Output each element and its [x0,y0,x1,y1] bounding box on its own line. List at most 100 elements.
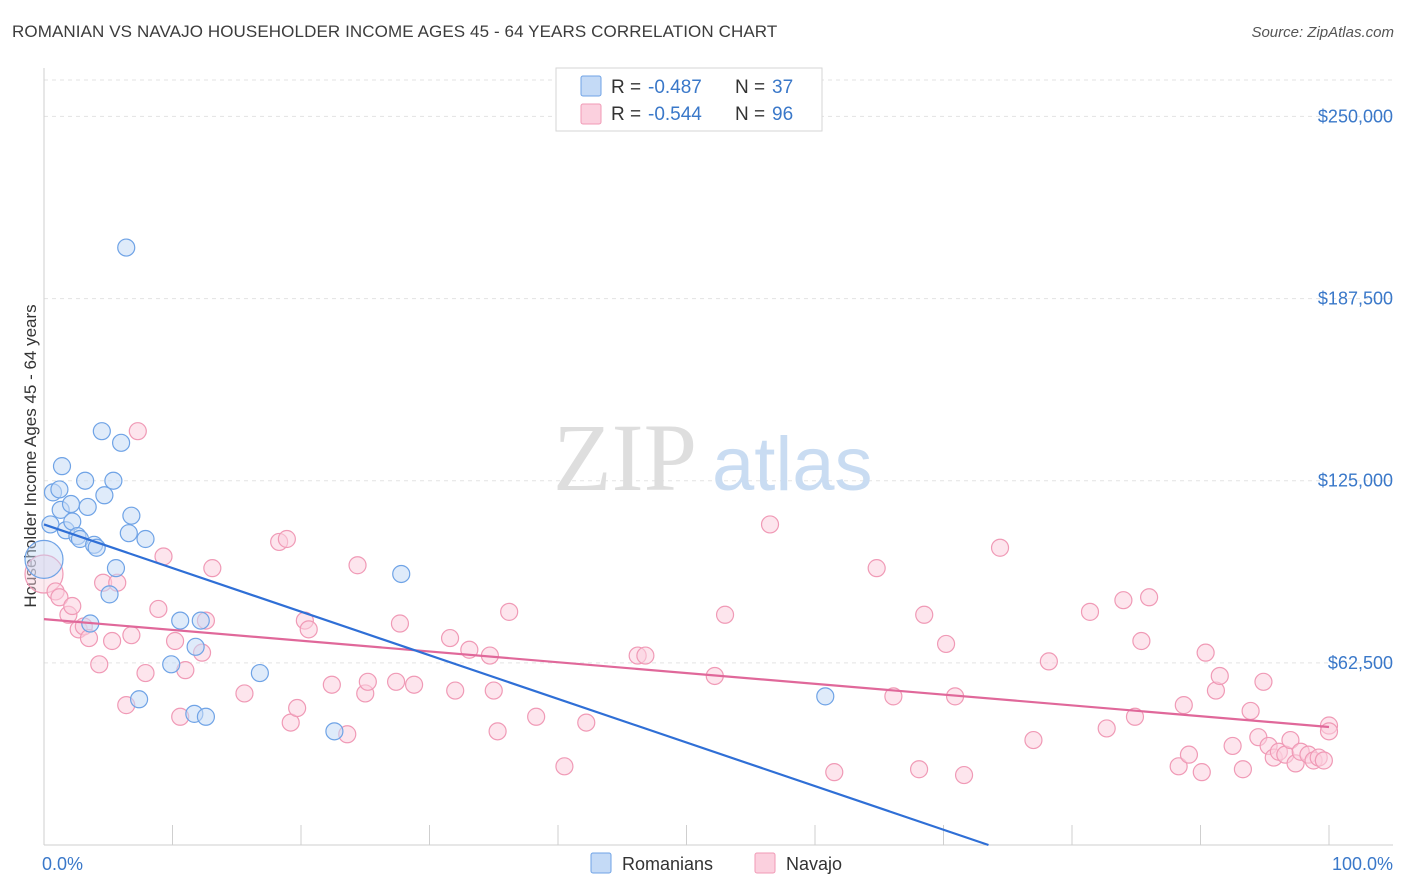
y-tick-labels: $62,500 $125,000 $187,500 $250,000 [1318,106,1393,672]
chart-title: ROMANIAN VS NAVAJO HOUSEHOLDER INCOME AG… [12,22,778,41]
navajo-point [299,620,318,639]
navajo-point [1169,757,1188,776]
romanians-point [104,471,123,490]
bottom-legend-label-romanians: Romanians [622,854,713,874]
romanians-point [61,494,81,514]
navajo-point [715,605,735,624]
navajo-point [348,556,367,575]
watermark-zip: ZIP [553,404,697,511]
navajo-point [128,422,147,441]
romanians-point [816,687,835,706]
navajo-point [936,634,956,654]
navajo-point [884,687,903,706]
navajo-point [760,515,780,534]
navajo-point [577,713,596,732]
romanians-point [100,585,119,604]
navajo-point [440,628,460,648]
romanians-point [106,559,126,578]
romanians-point [76,471,95,490]
navajo-point [90,655,109,674]
navajo-point [954,765,974,785]
axes [43,68,1393,846]
navajo-point [909,760,929,779]
navajo-point [1132,631,1151,651]
navajo-point [867,559,886,578]
watermark-atlas: atlas [712,422,873,507]
romanians-point [325,722,344,741]
romanians-point [162,655,181,674]
navajo-point [825,763,844,782]
y-tick-label: $250,000 [1318,106,1393,126]
navajo-point [277,529,296,549]
navajo-point [358,672,377,691]
navajo-point [1314,751,1333,770]
legend-r-value-navajo: -0.544 [648,104,702,125]
legend-r-value-romanians: -0.487 [648,77,702,98]
romanians-point [24,539,64,580]
navajo-point [149,599,168,619]
romanians-point [52,457,72,476]
romanians-point [191,611,210,630]
navajo-point [235,684,254,703]
navajo-point [404,675,424,694]
navajo-point [1080,602,1100,621]
bottom-legend-label-navajo: Navajo [786,854,842,874]
correlation-legend: R = -0.487 N = 37 R = -0.544 N = 96 [555,67,823,132]
romanians-point [117,238,136,257]
navajo-point [1192,763,1211,782]
grid-lines [44,79,1393,664]
navajo-point [1281,730,1300,750]
legend-r-label-navajo: R = [611,104,641,125]
source-credit: Source: ZipAtlas.com [1251,24,1394,41]
navajo-point [1241,701,1260,721]
navajo-point [1097,719,1116,738]
y-axis-label: Householder Income Ages 45 - 64 years [21,304,40,607]
navajo-point [103,631,122,651]
navajo-point [1210,666,1229,686]
romanians-trend-line [43,523,989,847]
y-tick-label: $62,500 [1328,653,1393,673]
romanians-point [119,524,138,543]
romanians-point [250,663,269,683]
romanians-point [129,690,149,709]
navajo-point [446,681,465,700]
romanians-point [92,422,111,441]
navajo-point [1254,672,1273,691]
navajo-point [1179,745,1199,764]
romanians-point [196,707,216,726]
navajo-point [122,626,141,645]
navajo-point [165,631,185,651]
y-tick-label: $187,500 [1318,289,1393,309]
navajo-point [63,596,82,616]
legend-swatch-navajo [580,103,602,125]
navajo-point [500,602,519,621]
bottom-legend-swatch-navajo [754,852,776,874]
x-ticks [43,825,1330,845]
navajo-points [24,422,1339,785]
navajo-point [1233,760,1253,779]
romanians-point [186,637,205,656]
navajo-trend-line [43,618,1330,729]
romanians-points [24,238,835,741]
romanians-point [122,506,141,525]
navajo-point [1196,643,1215,662]
navajo-point [386,672,406,691]
watermark: ZIP atlas [553,404,873,511]
navajo-point [1024,730,1043,750]
series-legend: Romanians Navajo [590,852,842,874]
navajo-point [322,675,341,694]
navajo-point [1114,591,1133,610]
x-tick-label-max: 100.0% [1332,854,1393,874]
navajo-point [1174,696,1193,715]
navajo-point [1139,588,1159,607]
navajo-point [1223,736,1242,756]
navajo-point [1125,707,1145,726]
navajo-point [488,722,507,741]
navajo-point [50,588,69,607]
legend-n-label-navajo: N = [735,104,765,125]
navajo-point [990,538,1010,557]
navajo-point [203,559,222,578]
legend-n-value-navajo: 96 [772,104,793,125]
bottom-legend-swatch-romanians [590,852,612,874]
